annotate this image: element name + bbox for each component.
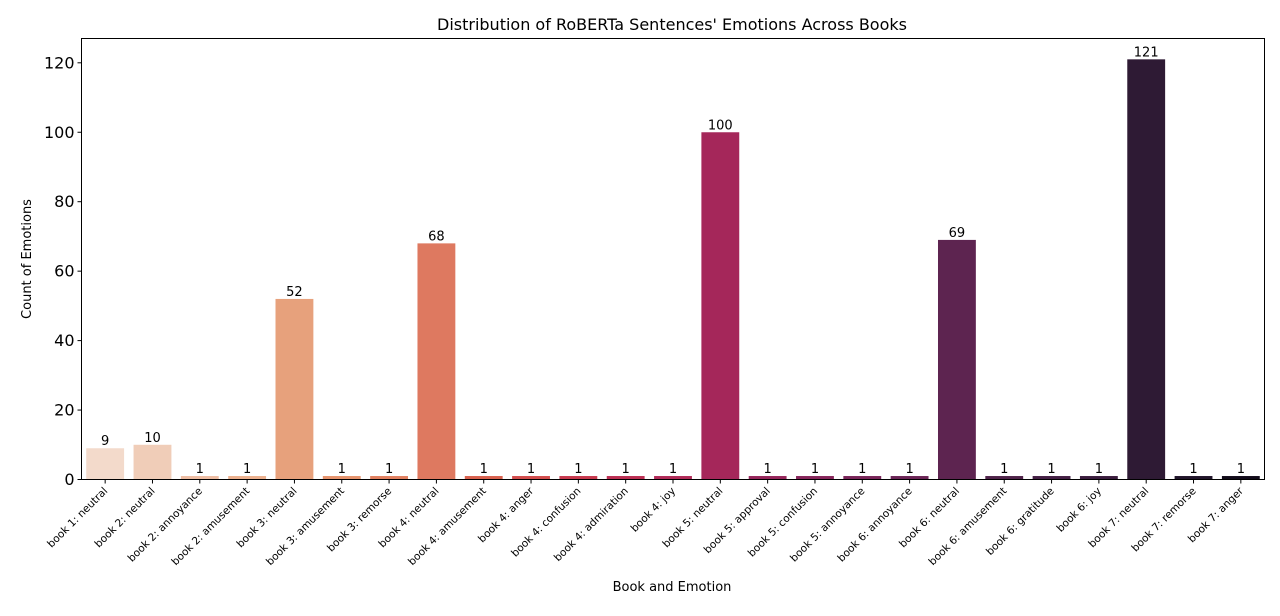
- bar-data-label: 1: [763, 462, 771, 477]
- y-tick-label: 60: [54, 262, 74, 281]
- bar: [512, 476, 550, 480]
- y-tick-label: 20: [54, 401, 74, 420]
- bar: [1032, 476, 1071, 480]
- bar: [1079, 476, 1118, 480]
- bar-data-label: 1: [858, 462, 866, 477]
- bar: [464, 476, 503, 480]
- bar-data-label: 1: [574, 462, 582, 477]
- bar-data-label: 1: [196, 462, 204, 477]
- bar: [796, 476, 834, 480]
- x-axis-label: Book and Emotion: [613, 580, 732, 595]
- bar: [985, 476, 1024, 480]
- bar-data-label: 1: [243, 462, 251, 477]
- x-tick-label: book 6: joy: [1054, 485, 1104, 535]
- bar-data-label: 1: [338, 462, 346, 477]
- bar-data-label: 1: [527, 462, 535, 477]
- bar-data-label: 1: [1047, 462, 1055, 477]
- x-tick-label: book 2: amusement: [169, 485, 252, 568]
- bar-data-label: 1: [669, 462, 677, 477]
- x-tick-label: book 6: amusement: [926, 485, 1009, 568]
- y-tick-label: 80: [54, 192, 74, 211]
- y-tick-label: 100: [44, 123, 75, 142]
- bar: [275, 298, 314, 480]
- bar-data-label: 1: [1000, 462, 1008, 477]
- bar: [370, 476, 409, 480]
- bar: [133, 444, 172, 480]
- bar-data-label: 68: [428, 229, 445, 244]
- bar: [890, 476, 929, 480]
- bar-data-label: 52: [286, 285, 303, 300]
- bar: [937, 239, 976, 480]
- bar: [559, 476, 598, 480]
- bar-data-label: 69: [949, 226, 966, 241]
- x-tick-label: book 4: amusement: [406, 485, 489, 568]
- bar: [606, 476, 645, 480]
- x-tick-label: book 3: amusement: [264, 485, 347, 568]
- y-axis: 0 20 40 60 80 100 120: [44, 53, 82, 489]
- bar-data-label: 1: [811, 462, 819, 477]
- bar: [417, 243, 456, 480]
- y-axis-label: Count of Emotions: [20, 199, 35, 319]
- bar: [654, 476, 692, 480]
- bar: [322, 476, 361, 480]
- bar: [1127, 59, 1166, 480]
- bar-data-label: 1: [1095, 462, 1103, 477]
- plot-bars: [86, 59, 1260, 480]
- bar: [180, 476, 219, 480]
- bar-data-label: 1: [1237, 462, 1245, 477]
- bar: [86, 448, 125, 480]
- bar: [228, 476, 267, 480]
- bar: [748, 476, 787, 480]
- bar-data-label: 121: [1134, 45, 1159, 60]
- plot-frame: [81, 38, 1265, 480]
- y-tick-label: 0: [64, 470, 74, 489]
- bar-data-label: 1: [622, 462, 630, 477]
- bar: [1221, 476, 1260, 480]
- y-tick-label: 120: [44, 53, 75, 72]
- bar-data-label: 100: [708, 118, 733, 133]
- bar-data-label: 10: [144, 431, 161, 446]
- bar: [701, 132, 740, 480]
- bar: [1174, 476, 1213, 480]
- bar-data-label: 1: [385, 462, 393, 477]
- y-tick-label: 40: [54, 331, 74, 350]
- chart-title: Distribution of RoBERTa Sentences' Emoti…: [437, 15, 907, 34]
- bar-data-label: 9: [101, 434, 109, 449]
- bar: [843, 476, 882, 480]
- x-tick-label: book 4: joy: [629, 485, 679, 535]
- bar-data-label: 1: [905, 462, 913, 477]
- bar-data-label: 1: [480, 462, 488, 477]
- bar-data-label: 1: [1189, 462, 1197, 477]
